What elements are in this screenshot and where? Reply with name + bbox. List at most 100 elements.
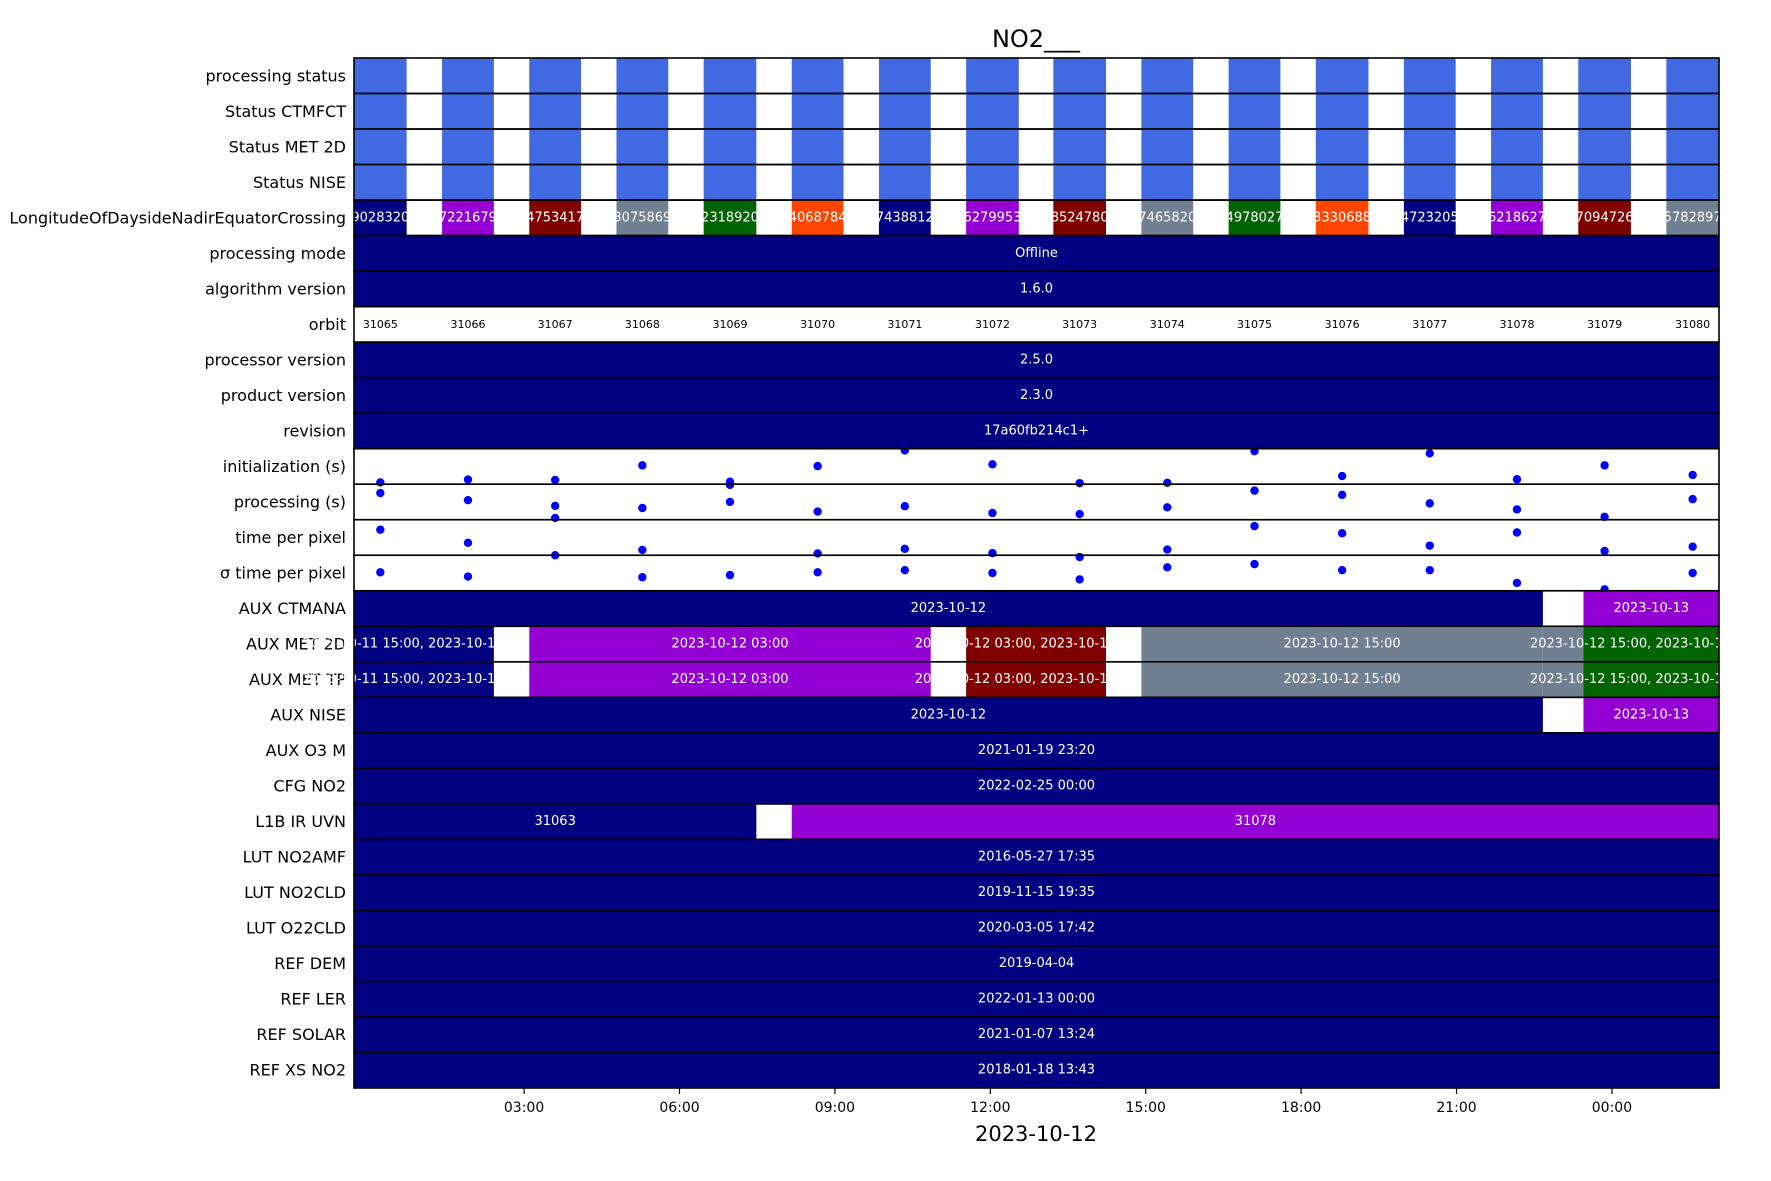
orbit-cell xyxy=(1491,164,1543,201)
scatter-point xyxy=(813,507,822,516)
orbit-value-label: 4978027 xyxy=(1226,210,1284,225)
segment-label: 2023-10-12 03:00 xyxy=(671,637,788,652)
orbit-cell xyxy=(1578,200,1631,236)
row-revision: revision 17a60fb214c1+ xyxy=(283,412,1720,450)
row-label: AUX NISE xyxy=(270,706,346,725)
row-label: Status NISE xyxy=(253,173,346,192)
orbit-cell xyxy=(1141,164,1194,201)
scatter-point xyxy=(463,572,473,581)
value-segment xyxy=(354,945,1719,982)
gap-value-label: 52 xyxy=(1115,210,1132,225)
orbit-cell xyxy=(1053,200,1107,236)
scatter-point xyxy=(725,570,735,580)
row-label: AUX O3 M xyxy=(266,741,346,760)
orbit-value-label: 4753417 xyxy=(526,210,584,225)
scatter-point xyxy=(813,568,822,577)
scatter-point xyxy=(463,475,473,484)
orbit-value-label: 7438812 xyxy=(876,210,934,225)
orbit-cell xyxy=(878,164,931,201)
value-segment xyxy=(354,839,1719,875)
segment-label: 2023-10-12 03:00 xyxy=(671,672,788,687)
scatter-point xyxy=(1688,542,1697,551)
value-segment xyxy=(1141,661,1543,698)
value-segment xyxy=(1141,626,1543,662)
row--time-per-pixel: σ time per pixel xyxy=(220,551,1720,594)
orbit-cell xyxy=(1315,129,1369,165)
x-tick-label: 00:00 xyxy=(1592,1100,1632,1116)
segment-label: 2023-10-12 15:00, 2023-10-13 03:00 xyxy=(1530,637,1771,652)
row-aux-ctmana: AUX CTMANA 2023-10-12 2023-10-13 xyxy=(239,589,1720,628)
orbit-number-label: 31068 xyxy=(625,318,660,331)
gap-value-label: 68 xyxy=(940,210,957,225)
segment-label: 31063 xyxy=(534,814,575,829)
x-tick-label: 06:00 xyxy=(659,1100,699,1116)
row-aux-nise: AUX NISE 2023-10-12 2023-10-13 xyxy=(270,696,1720,734)
scatter-point xyxy=(1163,503,1172,512)
scatter-point xyxy=(900,502,910,511)
x-tick-label: 12:00 xyxy=(970,1100,1010,1116)
value-segment xyxy=(1583,697,1719,733)
x-tick-label: 18:00 xyxy=(1281,1100,1321,1116)
row-lut-o22cld: LUT O22CLD 2020-03-05 17:42 xyxy=(246,909,1720,947)
scatter-point xyxy=(1163,478,1172,487)
scatter-point xyxy=(1250,486,1259,495)
orbit-cell xyxy=(1578,129,1631,165)
segment-label: 2021-01-19 23:20 xyxy=(978,743,1095,758)
orbit-cell xyxy=(442,129,494,165)
row-longitudeofdaysidenadirequatorcrossing: LongitudeOfDaysideNadirEquatorCrossing 90… xyxy=(9,199,1722,237)
scatter-point xyxy=(1337,529,1347,538)
orbit-number-label: 31077 xyxy=(1412,318,1447,331)
row-label: revision xyxy=(283,421,346,440)
scatter-point xyxy=(1600,461,1609,470)
row-status-ctmfct: Status CTMFCT xyxy=(225,92,1720,130)
orbit-value-label: 3330688 xyxy=(1313,210,1371,225)
row-processing-s-: processing (s) xyxy=(234,480,1720,522)
segment-label: 2.5.0 xyxy=(1020,352,1053,367)
segment-label: 2023-10-12 xyxy=(911,708,987,723)
row-ref-xs-no2: REF XS NO2 2018-01-18 13:43 xyxy=(250,1051,1720,1089)
gap-value-label: 19 xyxy=(766,210,783,225)
segment-label: 2023-10-12 15:00 xyxy=(1284,672,1401,687)
orbit-cell xyxy=(1666,200,1719,236)
orbit-value-label: 6279953 xyxy=(964,210,1022,225)
row-initialization-s-: initialization (s) xyxy=(223,446,1720,488)
orbit-cell xyxy=(791,129,844,165)
segment-label: 2023-10-11 15:00, 2023-10-12 03:00 xyxy=(303,672,546,687)
orbit-value-label: 9028320 xyxy=(351,210,409,225)
row-label: AUX MET 2D xyxy=(246,635,346,654)
orbit-value-label: 5782897 xyxy=(1664,210,1722,225)
value-segment xyxy=(1542,661,1584,698)
orbit-cell xyxy=(1491,200,1543,236)
scatter-point xyxy=(1512,528,1522,537)
row-label: processor version xyxy=(204,350,346,369)
value-segment xyxy=(1583,661,1719,698)
row-processor-version: processor version 2.5.0 xyxy=(204,341,1720,379)
orbit-cell xyxy=(1491,129,1543,165)
scatter-point xyxy=(376,478,385,487)
value-segment xyxy=(966,661,1107,698)
orbit-cell xyxy=(703,93,757,130)
segment-label: 2023-10-13 xyxy=(1613,708,1689,723)
orbit-cell xyxy=(1578,58,1631,94)
row-label: LongitudeOfDaysideNadirEquatorCrossing xyxy=(9,208,346,227)
orbit-cell xyxy=(1403,58,1456,94)
value-segment xyxy=(354,413,1719,449)
row-label: processing mode xyxy=(209,244,346,263)
row-label: L1B IR UVN xyxy=(255,812,346,831)
orbit-number-label: 31074 xyxy=(1150,318,1185,331)
orbit-cell xyxy=(1666,93,1719,130)
orbit-cell xyxy=(1315,93,1369,130)
orbit-value-label: 7465820 xyxy=(1138,210,1196,225)
scatter-point xyxy=(1512,578,1522,588)
segment-label: 2023-10-11 15:00, 2023-10-12 03:00 xyxy=(303,637,546,652)
orbit-cell xyxy=(529,200,582,236)
segment-label: 2021-01-07 13:24 xyxy=(978,1027,1095,1042)
segment-label: 2018-01-18 13:43 xyxy=(978,1063,1095,1078)
orbit-cell xyxy=(878,93,931,130)
value-segment xyxy=(354,768,1719,804)
segment-label: 2023-10-12 xyxy=(911,601,987,616)
x-tick-label: 09:00 xyxy=(815,1100,855,1116)
orbit-cell xyxy=(966,164,1019,201)
